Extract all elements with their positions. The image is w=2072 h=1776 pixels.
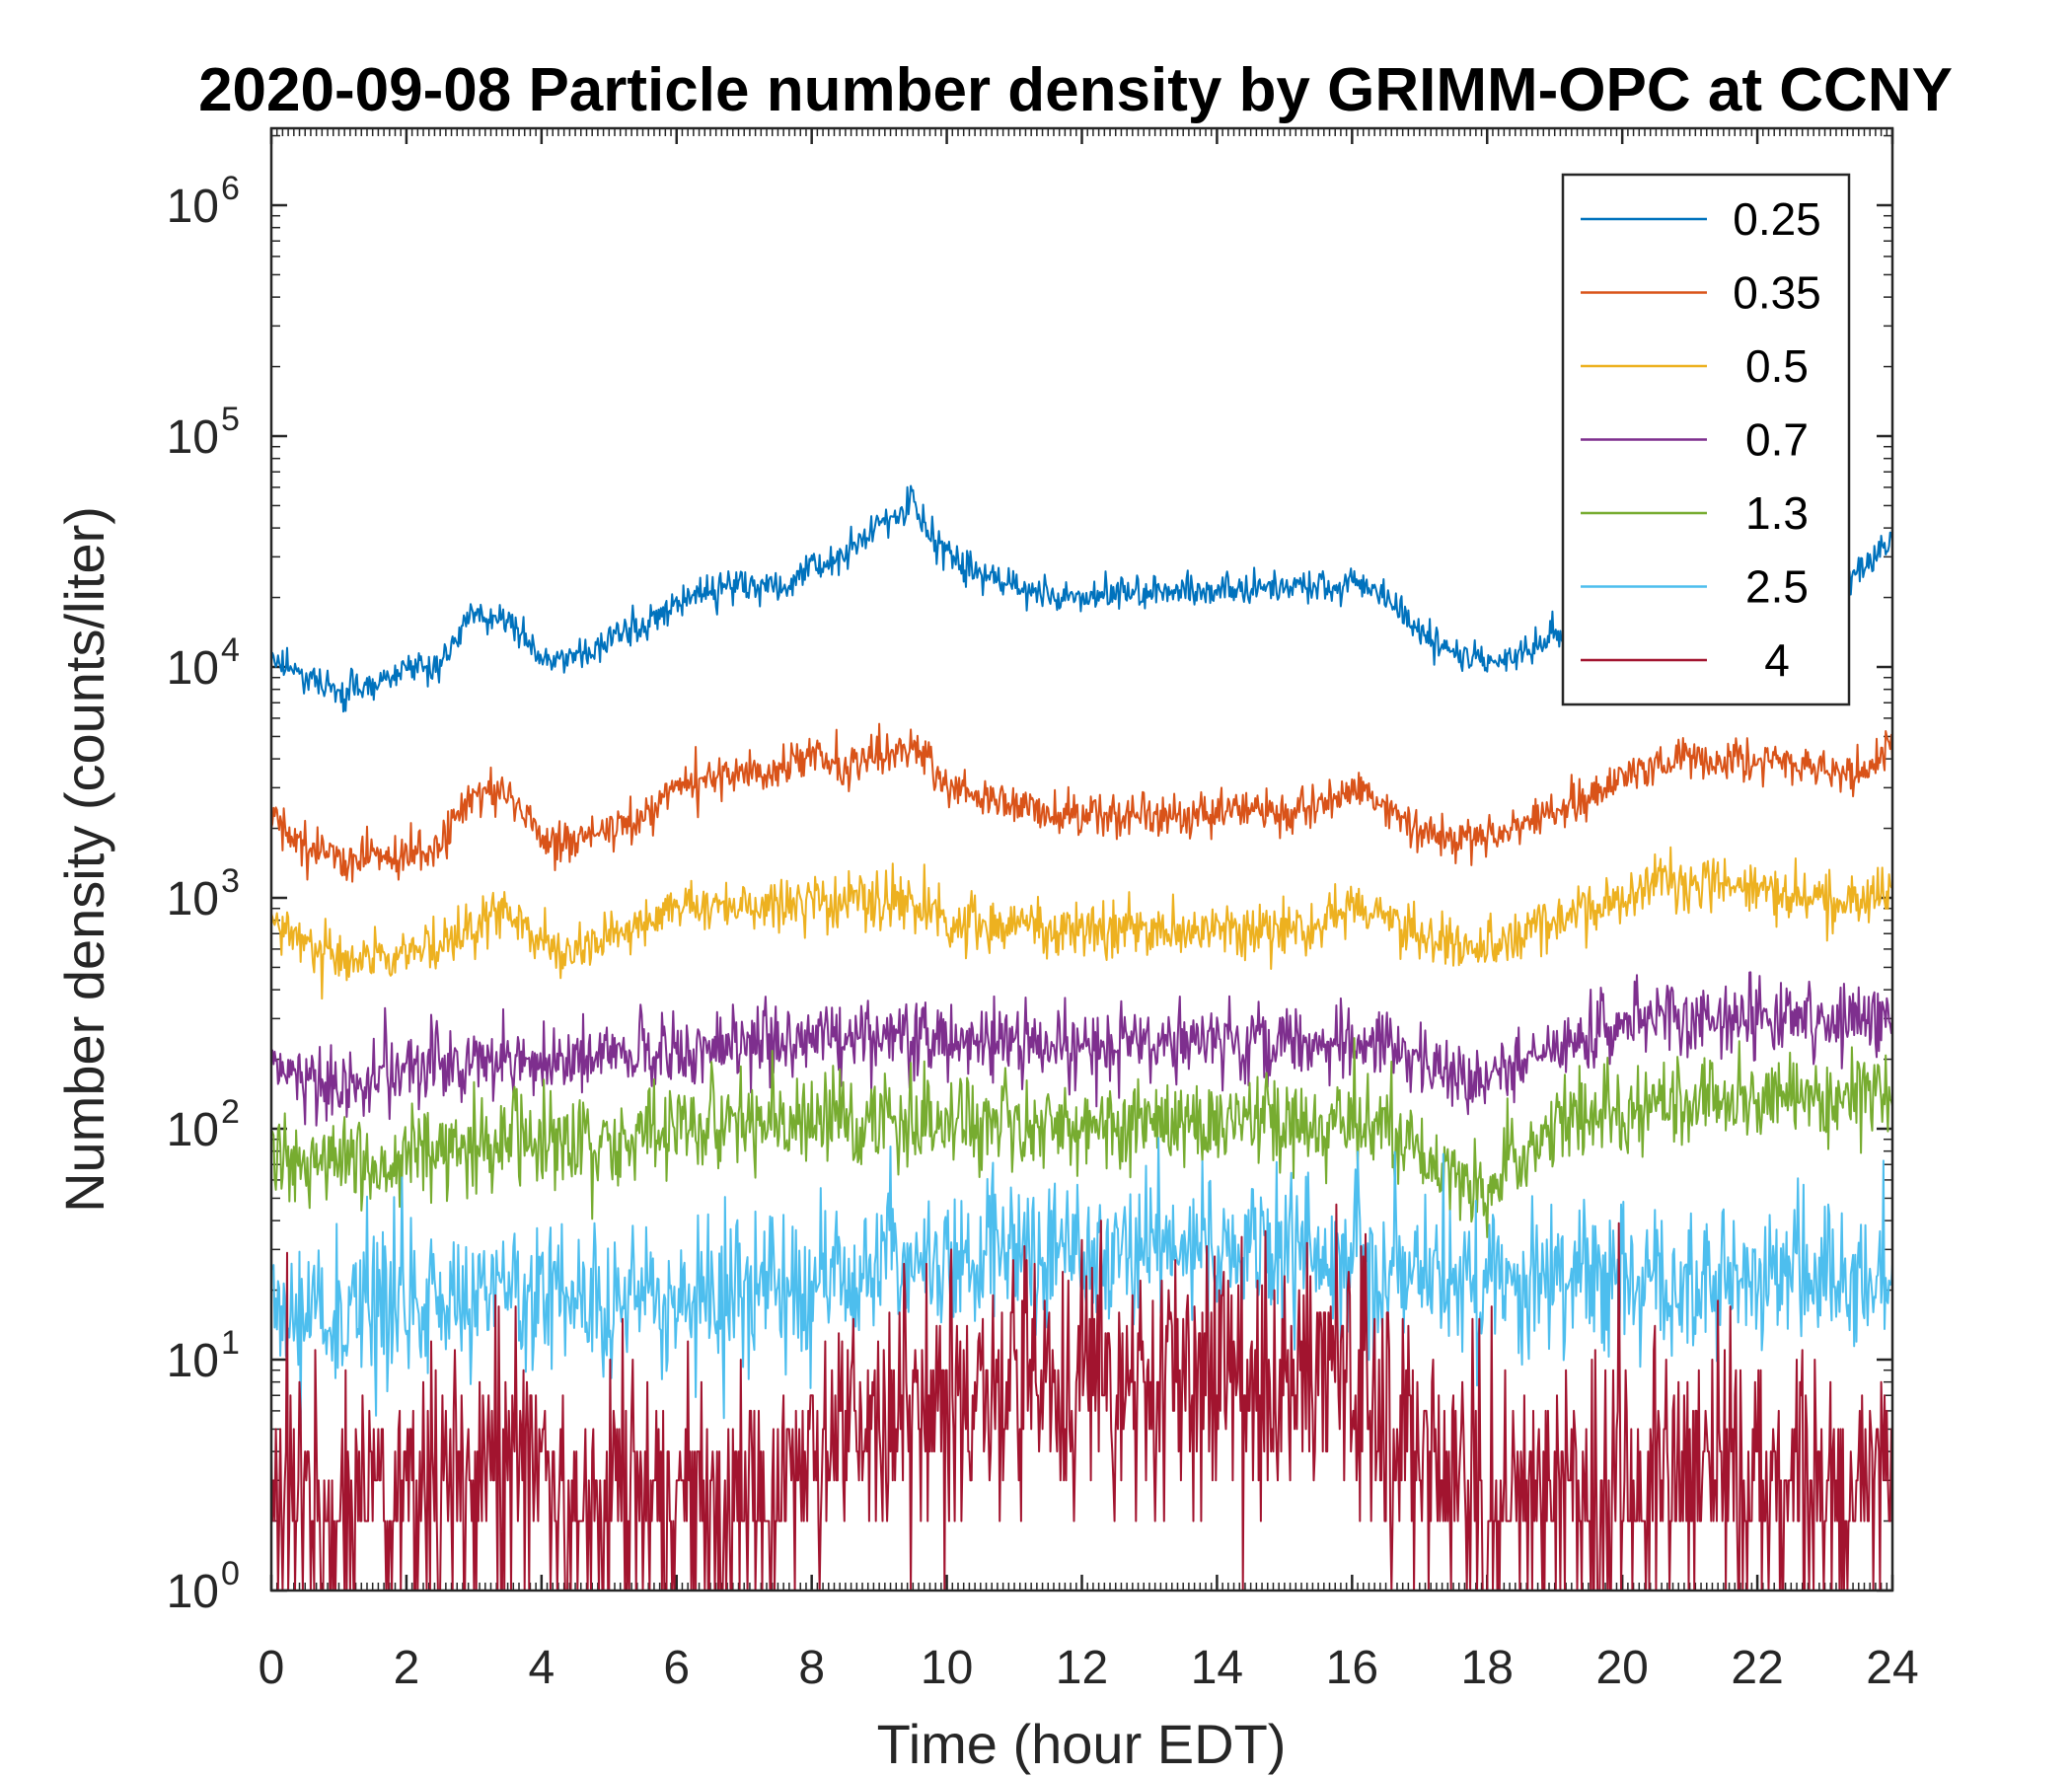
series-line-1.3 [271, 1037, 1892, 1238]
series-line-0.7 [271, 971, 1892, 1127]
chart-title: 2020-09-08 Particle number density by GR… [198, 56, 1953, 124]
x-tick-label: 24 [1866, 1642, 1918, 1694]
x-tick-label: 8 [798, 1642, 825, 1694]
y-tick-label: 10 4 [167, 631, 240, 695]
x-tick-label: 14 [1191, 1642, 1243, 1694]
x-tick-label: 10 [921, 1642, 973, 1694]
y-tick-exponent: 0 [221, 1555, 240, 1592]
y-tick-base: 10 [167, 1335, 219, 1387]
series-lines [271, 484, 1892, 1591]
y-tick-exponent: 6 [221, 170, 240, 207]
y-tick-base: 10 [167, 1104, 219, 1156]
y-axis-label: Number density (counts/liter) [53, 506, 115, 1213]
series-line-4 [271, 1203, 1892, 1591]
tick-marks [269, 128, 1894, 1592]
series-line-0.35 [271, 722, 1892, 883]
x-tick-label: 2 [394, 1642, 420, 1694]
y-tick-exponent: 1 [221, 1324, 240, 1362]
legend-label: 0.7 [1745, 414, 1809, 466]
y-tick-label: 10 2 [167, 1093, 240, 1156]
y-tick-base: 10 [167, 873, 219, 925]
legend-label: 0.5 [1745, 340, 1809, 392]
x-tick-label: 16 [1326, 1642, 1378, 1694]
x-tick-label: 12 [1056, 1642, 1108, 1694]
x-tick-label: 6 [663, 1642, 690, 1694]
x-tick-label: 20 [1595, 1642, 1648, 1694]
x-tick-label: 22 [1731, 1642, 1783, 1694]
x-tick-label: 18 [1461, 1642, 1514, 1694]
y-tick-exponent: 3 [221, 862, 240, 900]
y-tick-label: 10 0 [167, 1555, 240, 1618]
y-tick-exponent: 5 [221, 401, 240, 438]
series-line-0.5 [271, 846, 1892, 1000]
y-tick-label: 10 5 [167, 401, 240, 464]
legend: 0.25 0.35 0.5 0.7 1.3 2.5 4 [1561, 173, 1851, 706]
y-tick-base: 10 [167, 181, 219, 233]
legend-label: 0.35 [1733, 267, 1821, 319]
plot-area-frame [269, 126, 1894, 1592]
y-tick-label: 10 1 [167, 1324, 240, 1387]
y-tick-base: 10 [167, 642, 219, 695]
y-tick-label: 10 6 [167, 170, 240, 233]
y-tick-base: 10 [167, 1566, 219, 1618]
x-axis-label: Time (hour EDT) [877, 1713, 1287, 1775]
x-tick-labels: 0 2 4 6 8 10 12 14 16 18 20 22 24 [259, 1642, 1919, 1694]
x-tick-label: 0 [259, 1642, 285, 1694]
y-tick-exponent: 4 [221, 631, 240, 669]
legend-label: 0.25 [1733, 193, 1821, 245]
y-tick-base: 10 [167, 411, 219, 464]
y-tick-label: 10 3 [167, 862, 240, 925]
legend-label: 2.5 [1745, 561, 1809, 613]
x-tick-label: 4 [528, 1642, 555, 1694]
legend-label: 1.3 [1745, 487, 1809, 539]
legend-label: 4 [1764, 634, 1790, 686]
y-tick-exponent: 2 [221, 1093, 240, 1131]
